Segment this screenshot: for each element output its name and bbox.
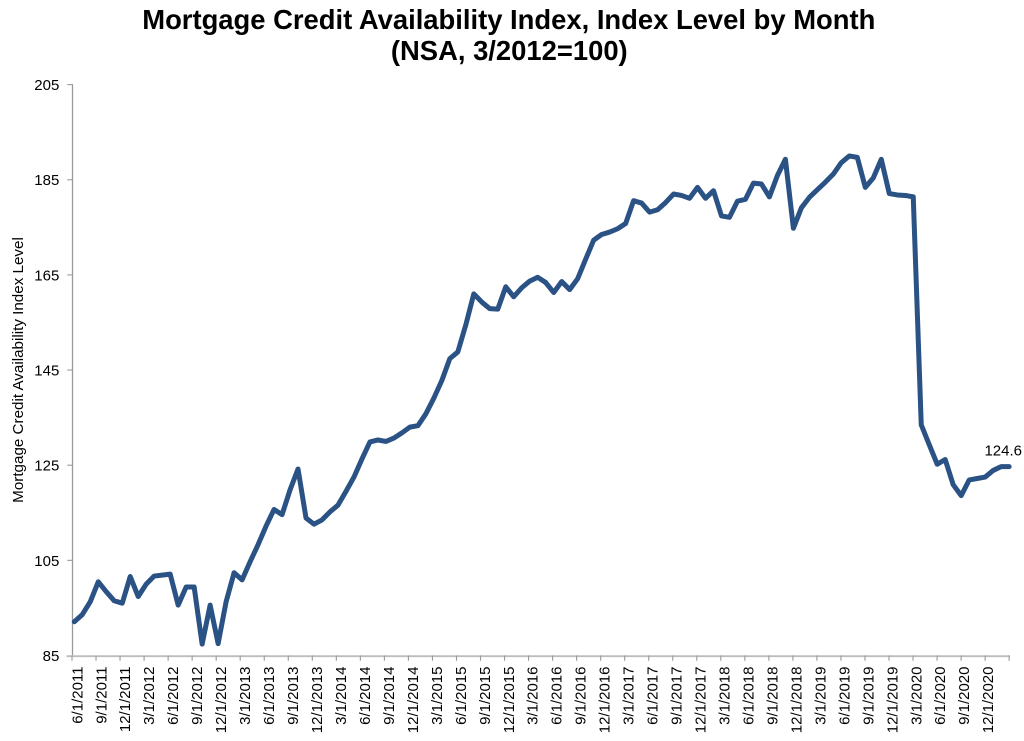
svg-text:12/1/2018: 12/1/2018 [788,667,805,734]
svg-text:9/1/2019: 9/1/2019 [860,667,877,725]
svg-text:12/1/2016: 12/1/2016 [597,667,614,734]
svg-text:9/1/2017: 9/1/2017 [669,667,686,725]
svg-text:3/1/2013: 3/1/2013 [237,667,254,725]
svg-text:6/1/2011: 6/1/2011 [69,667,86,724]
svg-text:3/1/2012: 3/1/2012 [141,667,158,725]
svg-text:3/1/2018: 3/1/2018 [716,667,733,725]
svg-text:12/1/2012: 12/1/2012 [213,667,230,734]
svg-text:12/1/2011: 12/1/2011 [117,667,134,733]
svg-text:9/1/2012: 9/1/2012 [189,667,206,725]
svg-text:9/1/2015: 9/1/2015 [477,667,494,725]
svg-text:145: 145 [34,363,59,380]
svg-text:Mortgage Credit Availability I: Mortgage Credit Availability Index, Inde… [142,4,875,35]
svg-text:85: 85 [43,648,60,665]
svg-text:12/1/2019: 12/1/2019 [884,667,901,734]
svg-text:(NSA, 3/2012=100): (NSA, 3/2012=100) [391,35,628,66]
svg-text:3/1/2020: 3/1/2020 [908,667,925,725]
svg-text:6/1/2016: 6/1/2016 [549,667,566,725]
svg-text:124.6: 124.6 [984,443,1022,460]
svg-text:6/1/2014: 6/1/2014 [357,667,374,725]
svg-text:6/1/2018: 6/1/2018 [740,667,757,725]
svg-text:3/1/2014: 3/1/2014 [333,667,350,725]
svg-text:3/1/2019: 3/1/2019 [812,667,829,725]
svg-text:3/1/2016: 3/1/2016 [525,667,542,725]
svg-text:9/1/2011: 9/1/2011 [93,667,110,724]
svg-text:12/1/2015: 12/1/2015 [501,667,518,734]
svg-text:125: 125 [34,458,59,475]
svg-text:9/1/2013: 9/1/2013 [285,667,302,725]
svg-text:6/1/2015: 6/1/2015 [453,667,470,725]
svg-text:3/1/2017: 3/1/2017 [621,667,638,725]
svg-text:6/1/2020: 6/1/2020 [932,667,949,725]
svg-text:Mortgage Credit Availability I: Mortgage Credit Availability Index Level [10,237,27,503]
svg-text:9/1/2014: 9/1/2014 [381,667,398,725]
svg-text:12/1/2020: 12/1/2020 [980,666,997,733]
svg-text:3/1/2015: 3/1/2015 [429,667,446,725]
svg-text:6/1/2019: 6/1/2019 [836,667,853,725]
svg-text:9/1/2020: 9/1/2020 [956,666,973,724]
svg-text:9/1/2016: 9/1/2016 [573,667,590,725]
svg-text:6/1/2012: 6/1/2012 [165,667,182,725]
svg-text:12/1/2017: 12/1/2017 [693,667,710,734]
svg-text:105: 105 [34,553,59,570]
svg-text:12/1/2013: 12/1/2013 [309,667,326,734]
svg-text:12/1/2014: 12/1/2014 [405,667,422,734]
svg-text:6/1/2013: 6/1/2013 [261,667,278,725]
svg-text:205: 205 [34,77,59,94]
svg-text:6/1/2017: 6/1/2017 [645,667,662,725]
svg-text:165: 165 [34,267,59,284]
svg-text:9/1/2018: 9/1/2018 [764,667,781,725]
svg-text:185: 185 [34,172,59,189]
